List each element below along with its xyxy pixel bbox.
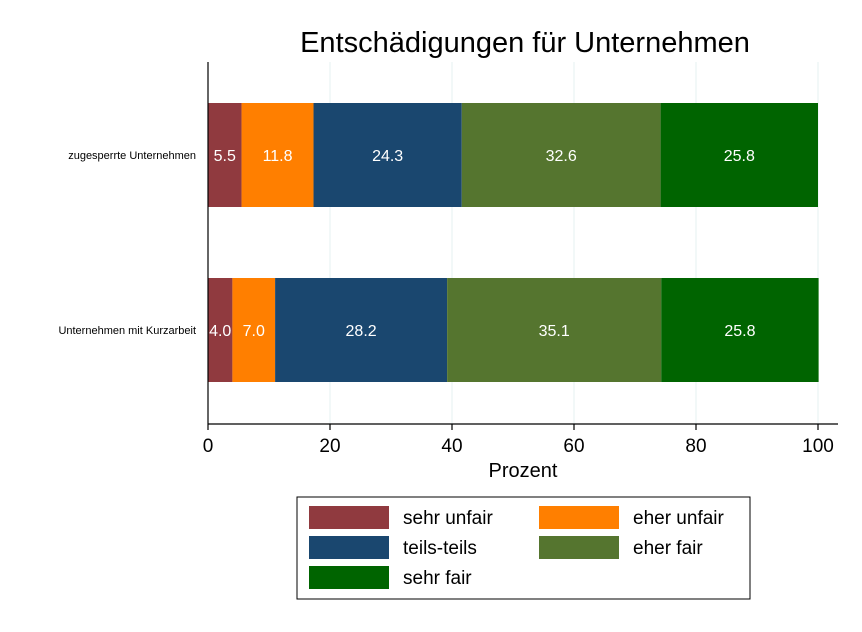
- data-label-zugesperrte-unternehmen-eher-fair: 32.6: [546, 148, 577, 165]
- bar-zugesperrte-unternehmen-eher-unfair: [241, 103, 314, 207]
- bar-unternehmen-mit-kurzarbeit-sehr-unfair: [208, 278, 233, 382]
- legend-swatch-eher-fair: [539, 536, 619, 559]
- legend-label-teils-teils: teils-teils: [403, 538, 477, 559]
- bar-zugesperrte-unternehmen-sehr-unfair: [208, 103, 242, 207]
- data-label-unternehmen-mit-kurzarbeit-eher-fair: 35.1: [539, 323, 570, 340]
- x-tick-label-40: 40: [441, 436, 462, 457]
- x-tick-label-0: 0: [203, 436, 214, 457]
- bar-unternehmen-mit-kurzarbeit-teils-teils: [275, 278, 448, 382]
- x-tick-label-100: 100: [802, 436, 834, 457]
- data-label-zugesperrte-unternehmen-sehr-unfair: 5.5: [214, 148, 236, 165]
- legend-swatch-eher-unfair: [539, 506, 619, 529]
- bars: 5.5 11.8 24.3 32.6 25.8 4.0 7.0 28.2 35.1 25.8: [208, 103, 819, 382]
- legend-label-eher-fair: eher fair: [633, 538, 703, 559]
- data-label-unternehmen-mit-kurzarbeit-sehr-fair: 25.8: [724, 323, 755, 340]
- chart-title: Entschädigungen für Unternehmen: [300, 27, 750, 59]
- data-label-zugesperrte-unternehmen-teils-teils: 24.3: [372, 148, 403, 165]
- data-label-zugesperrte-unternehmen-sehr-fair: 25.8: [724, 148, 755, 165]
- data-label-unternehmen-mit-kurzarbeit-sehr-unfair: 4.0: [209, 323, 231, 340]
- category-label-zugesperrte-unternehmen: zugesperrte Unternehmen: [68, 150, 196, 162]
- axes: zugesperrte Unternehmen Unternehmen mit K…: [58, 62, 838, 457]
- x-tick-label-80: 80: [685, 436, 706, 457]
- legend-label-eher-unfair: eher unfair: [633, 508, 725, 529]
- x-tick-label-20: 20: [319, 436, 340, 457]
- legend-label-sehr-fair: sehr fair: [403, 568, 472, 589]
- legend-swatch-teils-teils: [309, 536, 389, 559]
- legend-swatch-sehr-unfair: [309, 506, 389, 529]
- bar-zugesperrte-unternehmen-sehr-fair: [660, 103, 818, 207]
- legend: sehr unfair eher unfair teils-teils eher fa…: [296, 496, 751, 600]
- x-axis-title: Prozent: [489, 460, 558, 482]
- bar-unternehmen-mit-kurzarbeit-eher-fair: [447, 278, 662, 382]
- bar-zugesperrte-unternehmen-teils-teils: [313, 103, 462, 207]
- x-tick-label-60: 60: [563, 436, 584, 457]
- bar-unternehmen-mit-kurzarbeit-sehr-fair: [661, 278, 819, 382]
- data-label-zugesperrte-unternehmen-eher-unfair: 11.8: [263, 148, 293, 165]
- data-label-unternehmen-mit-kurzarbeit-eher-unfair: 7.0: [243, 323, 265, 340]
- data-label-unternehmen-mit-kurzarbeit-teils-teils: 28.2: [346, 323, 377, 340]
- legend-swatch-sehr-fair: [309, 566, 389, 589]
- legend-label-sehr-unfair: sehr unfair: [403, 508, 493, 529]
- bar-unternehmen-mit-kurzarbeit-eher-unfair: [232, 278, 276, 382]
- category-label-unternehmen-mit-kurzarbeit: Unternehmen mit Kurzarbeit: [58, 325, 196, 337]
- bar-zugesperrte-unternehmen-eher-fair: [461, 103, 661, 207]
